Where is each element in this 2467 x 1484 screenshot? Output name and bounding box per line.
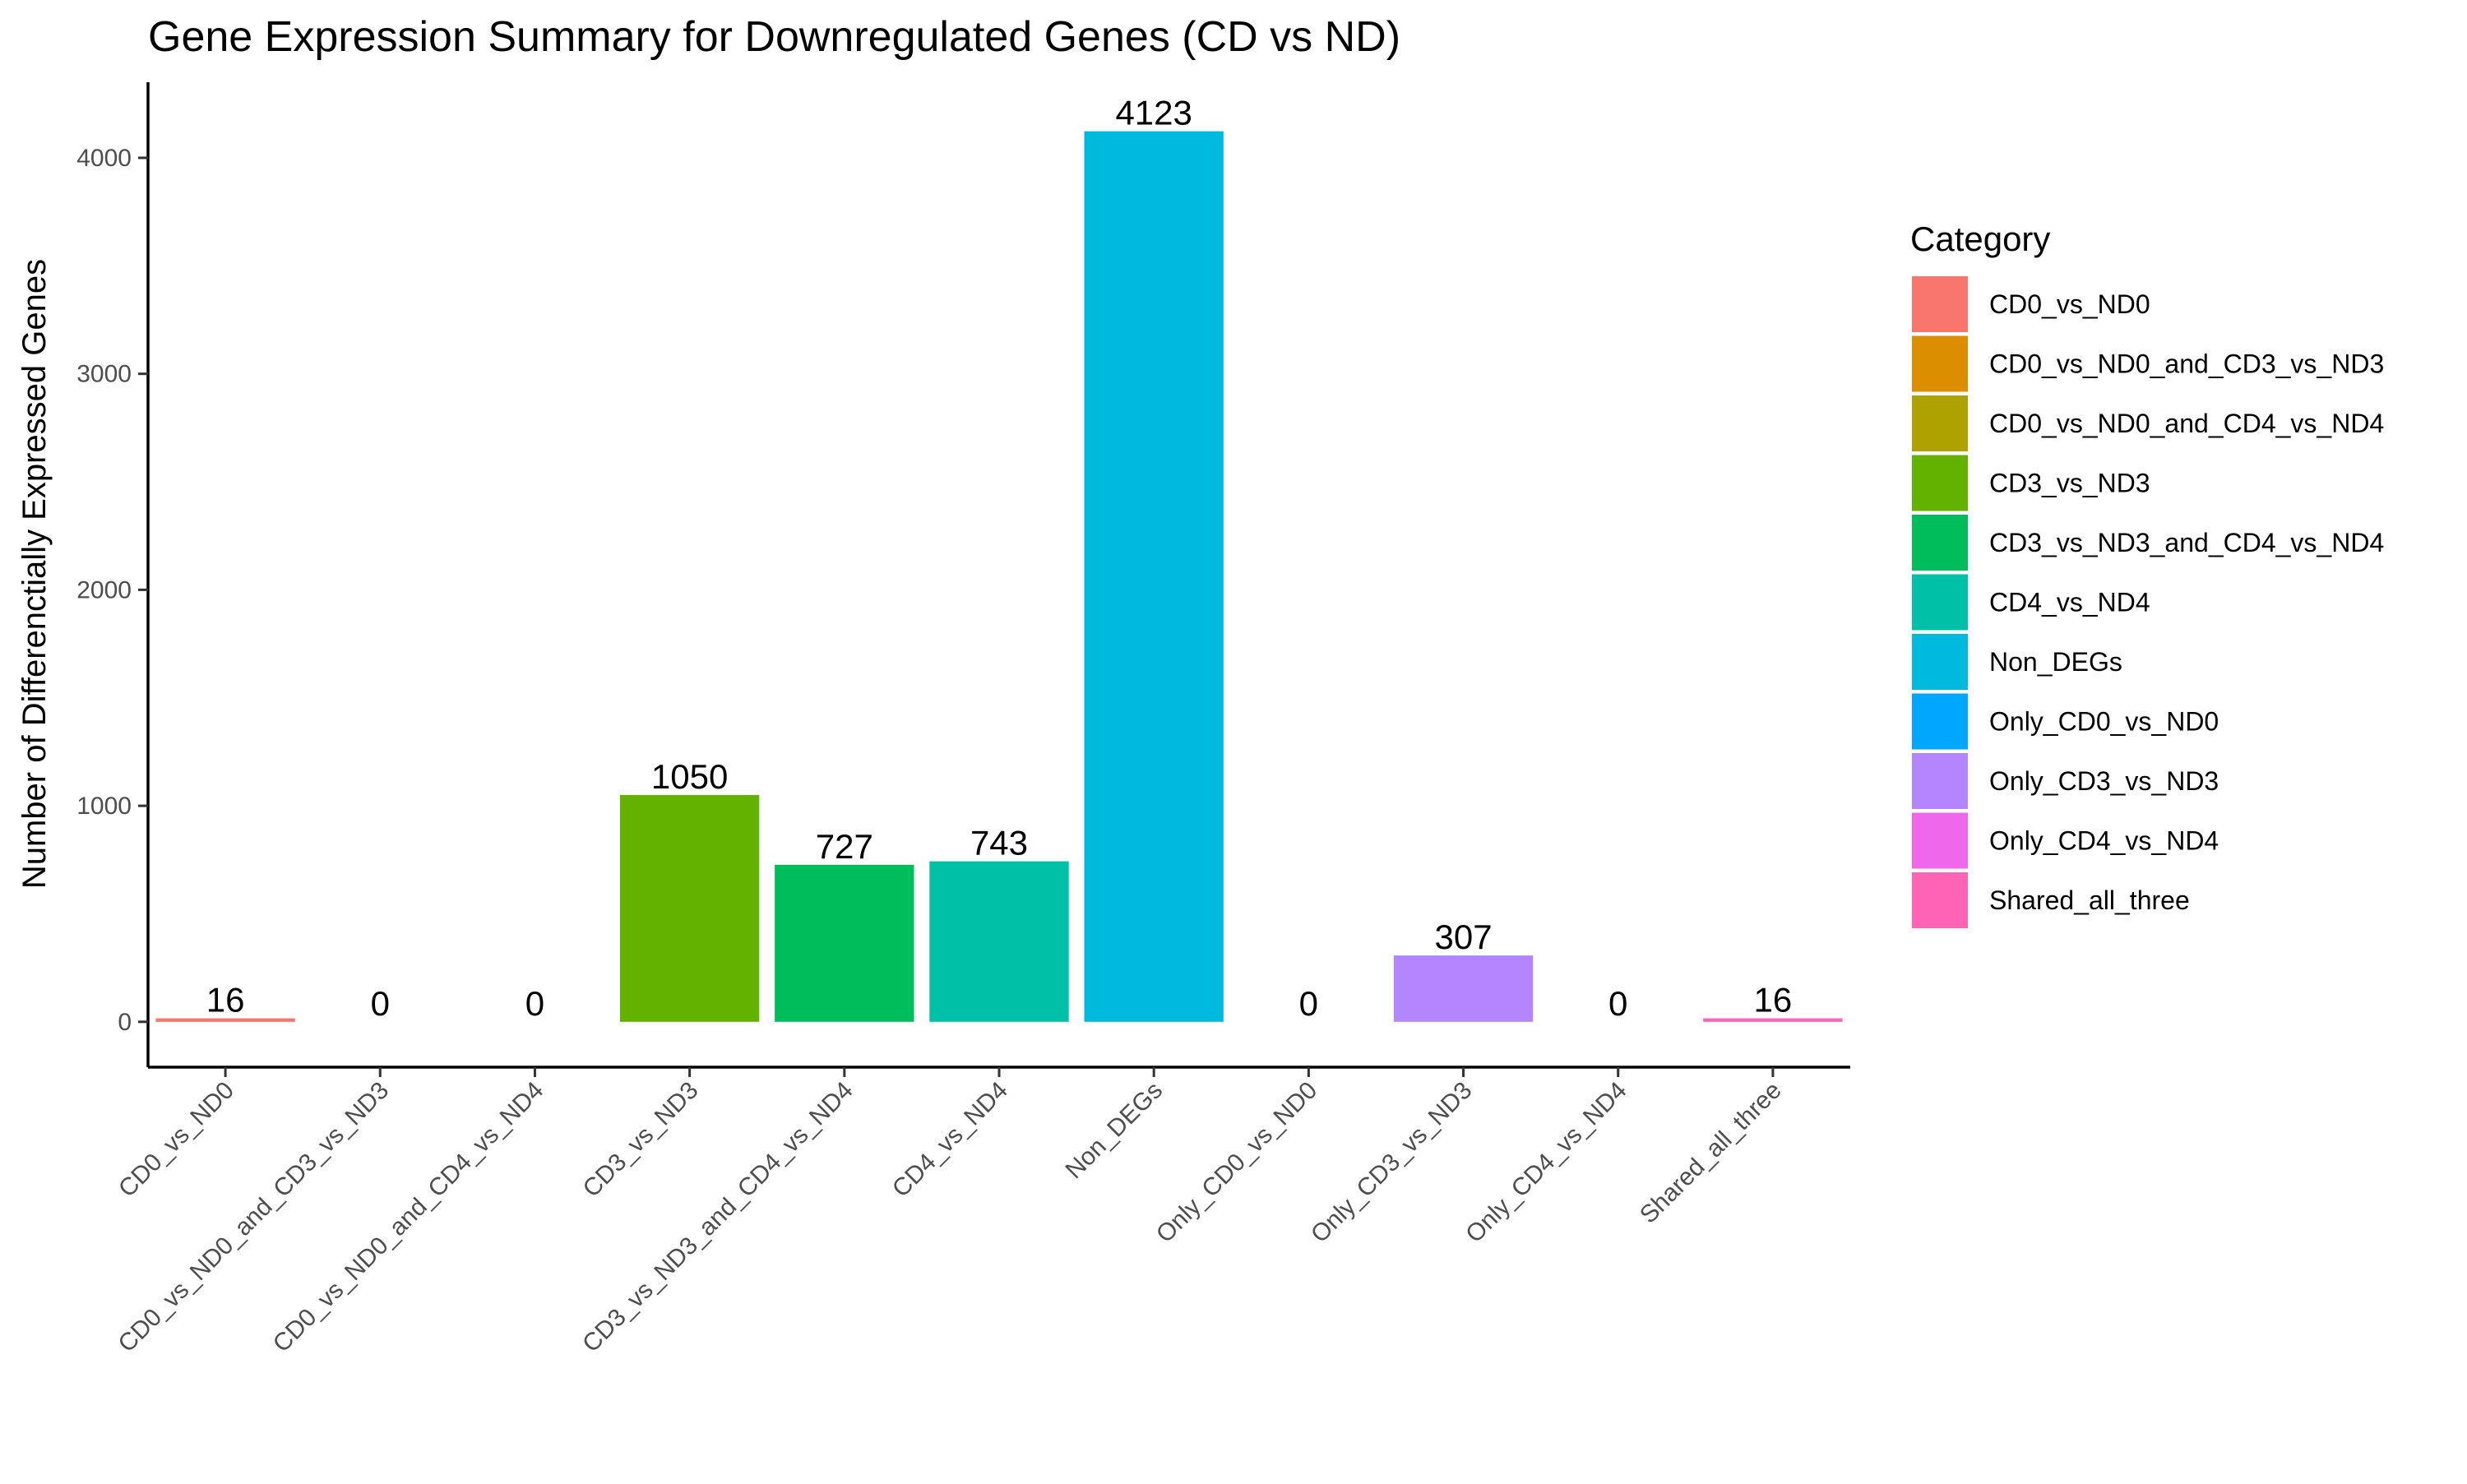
legend-item-label: Shared_all_three [1989,885,2190,915]
y-tick-label: 0 [118,1009,132,1036]
legend-item-label: Only_CD3_vs_ND3 [1989,766,2219,796]
data-label: 0 [1299,984,1318,1023]
data-label: 743 [970,824,1028,862]
legend-key [1912,812,1968,869]
y-tick-label: 1000 [76,793,132,820]
legend-item-label: CD4_vs_ND4 [1989,588,2150,617]
y-tick-label: 2000 [76,576,132,603]
legend-key [1912,634,1968,690]
x-tick-label: Non_DEGs [1061,1077,1169,1185]
bar [1703,1018,1843,1022]
x-tick-label: CD0_vs_ND0 [113,1077,239,1203]
legend-item-label: CD0_vs_ND0 [1989,289,2150,319]
data-label: 0 [1608,984,1627,1023]
x-tick-label: CD4_vs_ND4 [887,1077,1013,1203]
legend-key [1912,693,1968,750]
legend-item-label: Only_CD0_vs_ND0 [1989,707,2219,737]
legend-key [1912,276,1968,332]
legend-key [1912,872,1968,928]
y-tick-label: 4000 [76,145,132,172]
x-tick-label: CD0_vs_ND0_and_CD3_vs_ND3 [113,1077,395,1358]
data-label: 16 [206,981,245,1019]
legend-item-label: CD0_vs_ND0_and_CD3_vs_ND3 [1989,349,2384,379]
x-tick-label: Only_CD3_vs_ND3 [1306,1077,1477,1248]
plot-area: 16 0 0 1050 727 743 4123 0 307 0 16 0 1000 2000 3000 40… [76,82,1850,1357]
bar [1393,955,1534,1022]
data-label: 307 [1435,918,1493,956]
legend: Category CD0_vs_ND0 CD0_vs_ND0_and_CD3_vs… [1910,220,2384,928]
bar [619,794,760,1022]
x-tick-label: Shared_all_three [1635,1077,1787,1229]
bar [155,1018,295,1022]
legend-title: Category [1910,220,2050,258]
legend-key [1912,455,1968,511]
legend-key [1912,395,1968,451]
legend-key [1912,753,1968,809]
chart-title: Gene Expression Summary for Downregulate… [148,13,1400,61]
legend-item-label: CD3_vs_ND3 [1989,469,2150,498]
x-tick-label: CD0_vs_ND0_and_CD4_vs_ND4 [268,1077,549,1358]
data-label: 0 [371,984,390,1023]
data-label: 0 [525,984,544,1023]
legend-key [1912,515,1968,571]
legend-item-label: Only_CD4_vs_ND4 [1989,826,2219,856]
data-label: 727 [816,827,873,866]
legend-key [1912,574,1968,631]
legend-item-label: CD0_vs_ND0_and_CD4_vs_ND4 [1989,409,2384,438]
x-tick-label: Only_CD0_vs_ND0 [1151,1077,1322,1248]
legend-item-label: Non_DEGs [1989,647,2122,677]
x-tick-label: CD3_vs_ND3_and_CD4_vs_ND4 [577,1077,859,1358]
bar [775,864,914,1022]
legend-key [1912,335,1968,392]
x-tick-label: CD3_vs_ND3 [578,1077,704,1203]
y-axis-title: Number of Differenctially Expressed Gene… [16,259,53,889]
data-label: 16 [1754,981,1793,1019]
legend-item-label: CD3_vs_ND3_and_CD4_vs_ND4 [1989,528,2384,557]
data-label: 1050 [651,757,728,796]
bar [1084,131,1224,1022]
y-tick-label: 3000 [76,361,132,388]
data-label: 4123 [1115,94,1192,132]
bar [929,861,1069,1022]
x-tick-label: Only_CD4_vs_ND4 [1460,1077,1632,1248]
